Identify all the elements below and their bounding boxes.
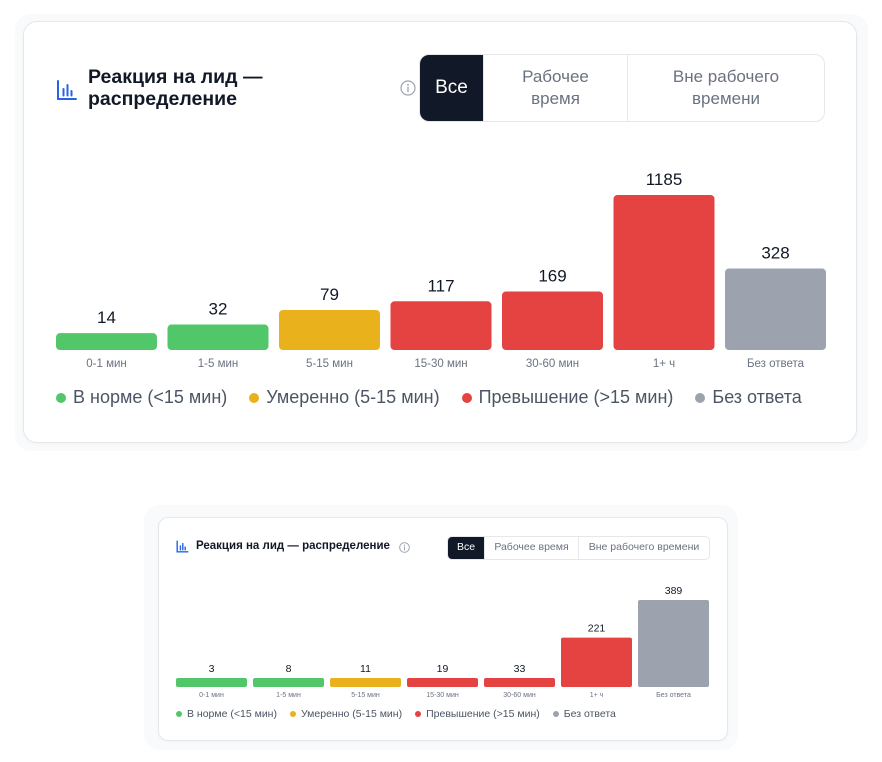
legend-label: Умеренно (5-15 мин) [300, 708, 403, 720]
legend-label: Умеренно (5-15 мин) [266, 387, 440, 407]
legend-dot-icon [461, 392, 472, 403]
filter-off-hours-button[interactable]: Вне рабочего времени [627, 55, 824, 121]
legend-label: В норме (<15 мин) [73, 387, 228, 407]
bar-2 [167, 324, 269, 350]
legend-item: Без ответа [695, 387, 802, 408]
bar-4 [390, 301, 492, 350]
category-label: Без ответа [656, 692, 691, 699]
legend-dot-icon [695, 392, 706, 403]
legend-item: В норме (<15 мин) [56, 387, 227, 408]
bar-value-label: 33 [514, 663, 526, 675]
bar-3 [279, 309, 380, 350]
bar-6 [561, 637, 632, 687]
bar-chart-icon [57, 80, 77, 100]
bar-value-label: 221 [588, 623, 606, 635]
bar-plot: 14 0-1 мин 32 1-5 мин 79 5-15 мин 117 15-30 мин… [56, 170, 826, 370]
bar-5 [502, 291, 603, 350]
legend-label: Без ответа [563, 708, 616, 720]
bar-7 [725, 268, 826, 350]
bar-value-label: 19 [437, 663, 449, 675]
legend-dot-icon [552, 711, 559, 717]
bar-value-label: 117 [427, 276, 454, 295]
bar-5 [484, 678, 555, 687]
filter-working-hours-button[interactable]: Рабочее время [483, 55, 627, 121]
category-label: Без ответа [747, 358, 805, 370]
legend-label: В норме (<15 мин) [187, 708, 277, 720]
legend-item: Умеренно (5-15 мин) [249, 387, 440, 408]
bar-value-label: 11 [360, 663, 371, 675]
category-label: 5-15 мин [351, 692, 380, 699]
legend-dot-icon [415, 711, 422, 717]
legend-item: Без ответа [552, 708, 616, 720]
filter-all-button[interactable]: Все [420, 55, 483, 121]
legend-dot-icon [289, 711, 296, 717]
legend-item: Превышение (>15 мин) [461, 387, 674, 408]
bar-3 [330, 678, 401, 687]
bar-value-label: 79 [320, 285, 339, 304]
legend-item: Умеренно (5-15 мин) [289, 708, 403, 720]
legend-dot-icon [249, 392, 260, 403]
category-label: 30-60 мин [526, 358, 579, 370]
filter-all-button[interactable]: Все [448, 537, 484, 559]
category-label: 1+ ч [653, 358, 675, 370]
category-label: 15-30 мин [426, 692, 459, 699]
info-icon[interactable] [399, 542, 410, 553]
category-label: 15-30 мин [414, 358, 467, 370]
category-label: 0-1 мин [199, 692, 224, 699]
chart-legend: В норме (<15 мин) Умеренно (5-15 мин) Прев… [56, 387, 802, 408]
legend-label: Превышение (>15 мин) [426, 708, 540, 720]
bar-chart-icon [176, 540, 189, 553]
widget-large-card: Реакция на лид — распределение Все Рабоч… [23, 21, 857, 443]
bar-value-label: 169 [538, 266, 566, 285]
category-label: 1+ ч [590, 692, 604, 699]
bar-2 [253, 678, 324, 687]
legend-label: Превышение (>15 мин) [478, 387, 674, 407]
category-label: 0-1 мин [86, 358, 127, 370]
category-label: 1-5 мин [198, 358, 239, 370]
category-label: 1-5 мин [276, 692, 301, 699]
filter-working-hours-button[interactable]: Рабочее время [484, 537, 578, 559]
info-icon[interactable] [400, 80, 416, 96]
category-label: 30-60 мин [503, 692, 536, 699]
bar-1 [56, 333, 157, 350]
widget-small-card: Реакция на лид — распределение Все Рабоч… [158, 517, 728, 741]
bar-value-label: 1185 [646, 170, 683, 189]
bar-value-label: 3 [209, 663, 215, 675]
bar-value-label: 8 [286, 663, 292, 675]
bar-6 [613, 195, 715, 350]
legend-item: В норме (<15 мин) [176, 708, 277, 720]
bar-value-label: 389 [665, 585, 683, 597]
period-filter: Все Рабочее время Вне рабочего времени [447, 536, 710, 560]
legend-dot-icon [56, 392, 66, 403]
bar-value-label: 32 [209, 300, 228, 319]
legend-label: Без ответа [712, 387, 802, 407]
legend-dot-icon [176, 711, 182, 717]
chart-title: Реакция на лид — распределение [196, 540, 390, 552]
chart-legend: В норме (<15 мин) Умеренно (5-15 мин) Прев… [176, 708, 616, 720]
bar-4 [407, 678, 478, 687]
category-label: 5-15 мин [306, 358, 353, 370]
filter-off-hours-button[interactable]: Вне рабочего времени [578, 537, 709, 559]
period-filter: Все Рабочее время Вне рабочего времени [419, 54, 825, 122]
bar-1 [176, 678, 247, 687]
legend-item: Превышение (>15 мин) [415, 708, 540, 720]
bar-value-label: 328 [761, 243, 789, 262]
bar-7 [638, 600, 709, 687]
chart-title: Реакция на лид — распределение [88, 66, 263, 110]
bar-value-label: 14 [97, 308, 116, 327]
bar-plot: 3 0-1 мин 8 1-5 мин 11 5-15 мин 19 15-30 мин 33 3… [176, 585, 709, 699]
